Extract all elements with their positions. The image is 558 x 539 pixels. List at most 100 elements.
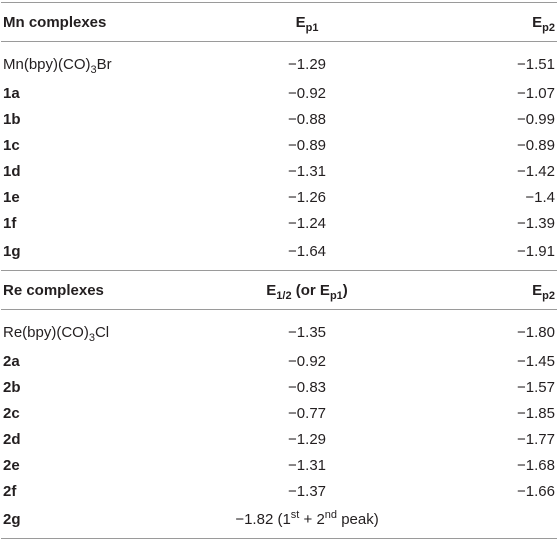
table-cell: 1d <box>1 158 202 184</box>
cell-text: −1.31 <box>288 456 327 474</box>
table-cell: −0.92 <box>202 80 411 106</box>
table-cell: 2b <box>1 374 202 400</box>
cell-text: −0.77 <box>288 404 327 422</box>
cell-text: 2b <box>3 378 21 396</box>
data-row: 2a −0.92 −1.45 <box>1 348 557 374</box>
cell-text: −1.68 <box>517 456 555 474</box>
cell-text: −0.99 <box>517 110 555 128</box>
table-cell: −1.77 <box>412 426 557 452</box>
table-cell: −1.29 <box>202 42 411 81</box>
cell-text: −1.82 (1 <box>235 510 291 528</box>
table-cell: −1.51 <box>412 42 557 81</box>
cell-text: ) <box>342 281 348 299</box>
data-row: 1f −1.24 −1.39 <box>1 210 557 236</box>
subscript: p1 <box>329 289 343 302</box>
table-cell: 1g <box>1 236 202 271</box>
cell-text: −1.42 <box>517 162 555 180</box>
table-cell: −0.89 <box>202 132 411 158</box>
cell-text: −1.29 <box>288 55 327 73</box>
cell-text: −1.51 <box>517 55 555 73</box>
data-row: 2g −1.82 (1st + 2nd peak) <box>1 504 557 539</box>
cell-text: 2c <box>3 404 20 422</box>
cell-text: 2g <box>3 510 21 528</box>
cell-text: −1.24 <box>288 214 327 232</box>
cell-text: −1.26 <box>288 188 327 206</box>
table-cell: 1f <box>1 210 202 236</box>
table-cell: −1.82 (1st + 2nd peak) <box>202 504 412 539</box>
table-cell: −1.42 <box>412 158 557 184</box>
table-cell: −1.07 <box>412 80 557 106</box>
cell-text: 2a <box>3 352 20 370</box>
cell-text: −1.91 <box>517 242 555 260</box>
subscript: 3 <box>88 331 95 344</box>
cell-text: −1.4 <box>525 188 555 206</box>
table-cell: 2d <box>1 426 202 452</box>
supscript: nd <box>324 508 338 521</box>
cell-text: Re complexes <box>3 281 104 299</box>
cell-text: −1.35 <box>288 323 327 341</box>
cell-text: + 2 <box>299 510 325 528</box>
cell-text: −0.92 <box>288 352 327 370</box>
table-cell: −0.99 <box>412 106 557 132</box>
cell-text: −0.89 <box>288 136 327 154</box>
table-cell: −1.24 <box>202 210 411 236</box>
data-row: 2f −1.37 −1.66 <box>1 478 557 504</box>
subscript: 3 <box>90 63 97 76</box>
table-cell: −1.4 <box>412 184 557 210</box>
subscript: p2 <box>542 289 555 302</box>
table-cell: 2a <box>1 348 202 374</box>
supscript: st <box>290 508 300 521</box>
table-cell <box>411 504 557 539</box>
cell-text: −1.85 <box>517 404 555 422</box>
table-cell: −1.68 <box>412 452 557 478</box>
cell-text: 2e <box>3 456 20 474</box>
table-cell: −1.80 <box>412 310 557 349</box>
table-cell: −0.92 <box>202 348 411 374</box>
table-cell: −0.89 <box>412 132 557 158</box>
data-row: 1d −1.31 −1.42 <box>1 158 557 184</box>
cell-text: −1.37 <box>288 482 327 500</box>
header-cell: Re complexes <box>1 270 203 310</box>
cell-text: 1g <box>3 242 21 260</box>
header-cell: E1/2 (or Ep1) <box>202 270 412 310</box>
data-row: 2c −0.77 −1.85 <box>1 400 557 426</box>
table-cell: 2e <box>1 452 202 478</box>
cell-text: −0.89 <box>517 136 555 154</box>
cell-text: −1.31 <box>288 162 327 180</box>
cell-text: 1d <box>3 162 21 180</box>
cell-text: −1.39 <box>517 214 555 232</box>
table-cell: −1.45 <box>412 348 557 374</box>
table-cell: −1.26 <box>202 184 411 210</box>
data-row: 1g −1.64 −1.91 <box>1 236 557 271</box>
header-cell: Mn complexes <box>1 2 203 42</box>
cell-text: −1.64 <box>288 242 327 260</box>
cell-text: peak) <box>337 510 379 528</box>
data-row: 2b −0.83 −1.57 <box>1 374 557 400</box>
table-cell: 1e <box>1 184 202 210</box>
table-cell: 2c <box>1 400 202 426</box>
cell-text: −1.45 <box>517 352 555 370</box>
table-cell: −1.31 <box>202 452 411 478</box>
data-row: Mn(bpy)(CO)3Br −1.29 −1.51 <box>1 42 557 81</box>
cell-text: E <box>295 13 306 31</box>
cell-text: E <box>532 13 543 31</box>
data-row: 2d −1.29 −1.77 <box>1 426 557 452</box>
table-cell: −1.57 <box>412 374 557 400</box>
table-cell: −0.83 <box>202 374 411 400</box>
cell-text: Cl <box>94 323 110 341</box>
cell-text: Re(bpy)(CO) <box>3 323 89 341</box>
data-row: 1e −1.26 −1.4 <box>1 184 557 210</box>
cell-text: −1.07 <box>517 84 555 102</box>
cell-text: 1e <box>3 188 20 206</box>
table-cell: −1.66 <box>412 478 557 504</box>
cell-text: −1.29 <box>288 430 327 448</box>
header-row: Mn complexes Ep1 Ep2 <box>1 2 557 42</box>
cell-text: 1b <box>3 110 21 128</box>
header-row: Re complexes E1/2 (or Ep1) Ep2 <box>1 270 557 310</box>
subscript: p2 <box>542 21 555 34</box>
table-cell: −0.88 <box>202 106 411 132</box>
table-cell: 1c <box>1 132 202 158</box>
cell-text: 2f <box>3 482 17 500</box>
